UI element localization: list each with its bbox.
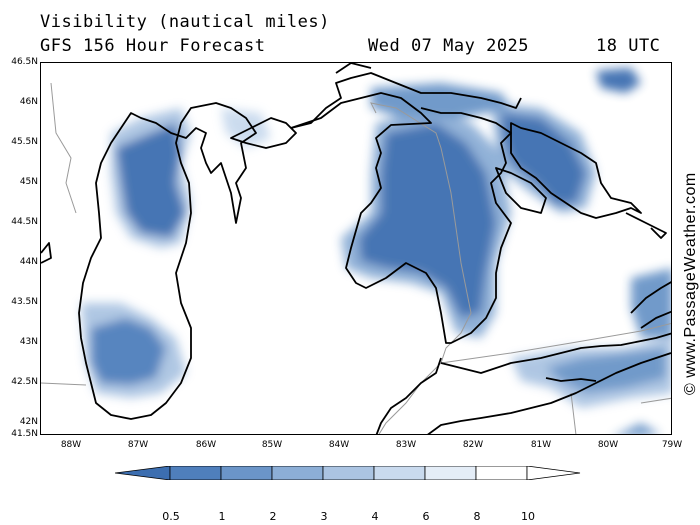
lat-label: 42.5N	[11, 377, 38, 387]
legend-label: 3	[320, 510, 328, 523]
watermark: © www.PassageWeather.com	[682, 172, 699, 395]
forecast-time: 18 UTC	[596, 36, 661, 56]
color-legend	[115, 466, 581, 480]
legend-label: 8	[473, 510, 481, 523]
visibility-map	[40, 62, 672, 435]
lon-label: 82W	[462, 440, 484, 450]
lon-label: 81W	[530, 440, 552, 450]
lat-label: 41.5N	[11, 429, 38, 439]
legend-label: 1	[218, 510, 226, 523]
lon-label: 79W	[661, 440, 683, 450]
state-province-borders	[41, 82, 671, 434]
lon-label: 88W	[60, 440, 82, 450]
legend-label: 6	[422, 510, 430, 523]
legend-swatch	[169, 466, 222, 480]
lon-label: 84W	[328, 440, 350, 450]
lat-label: 46.5N	[11, 57, 38, 67]
lon-label: 86W	[195, 440, 217, 450]
legend-swatch	[220, 466, 273, 480]
legend-swatch	[115, 466, 171, 480]
legend-swatch	[373, 466, 426, 480]
legend-swatch	[424, 466, 477, 480]
legend-label: 0.5	[162, 510, 180, 523]
lat-label: 45N	[19, 177, 38, 187]
lat-label: 44N	[19, 257, 38, 267]
forecast-date: Wed 07 May 2025	[368, 36, 530, 56]
lat-label: 44.5N	[11, 217, 38, 227]
map-canvas	[41, 63, 671, 434]
legend-swatch	[271, 466, 324, 480]
lat-label: 45.5N	[11, 137, 38, 147]
lon-label: 87W	[127, 440, 149, 450]
lat-label: 43.5N	[11, 297, 38, 307]
legend-swatch	[322, 466, 375, 480]
lon-label: 80W	[597, 440, 619, 450]
map-title: Visibility (nautical miles)	[40, 12, 330, 32]
lat-label: 43N	[19, 337, 38, 347]
legend-label: 4	[371, 510, 379, 523]
low-visibility-fields	[81, 68, 671, 434]
legend-swatch	[526, 466, 581, 480]
lat-label: 46N	[19, 97, 38, 107]
forecast-subtitle: GFS 156 Hour Forecast	[40, 36, 266, 56]
lon-label: 85W	[261, 440, 283, 450]
legend-label: 10	[521, 510, 535, 523]
lon-label: 83W	[395, 440, 417, 450]
coastlines	[41, 63, 671, 434]
legend-swatch	[475, 466, 528, 480]
legend-label: 2	[269, 510, 277, 523]
lat-label: 42N	[19, 417, 38, 427]
